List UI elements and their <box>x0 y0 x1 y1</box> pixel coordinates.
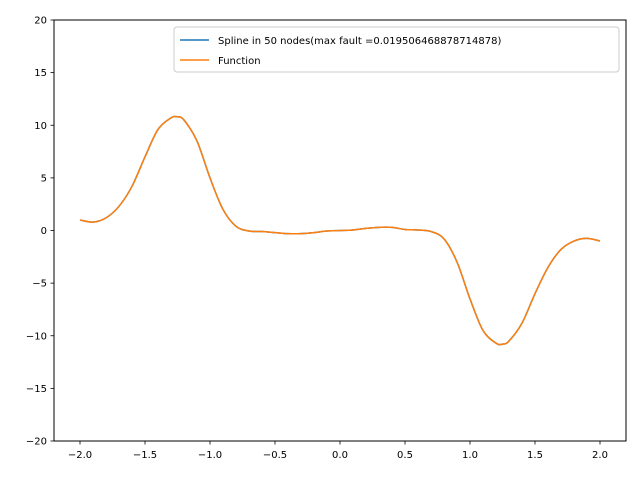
x-tick-label: 2.0 <box>592 450 608 461</box>
legend-box <box>173 26 620 73</box>
x-tick-label: 0.0 <box>332 450 348 461</box>
x-tick-label: 1.0 <box>462 450 478 461</box>
x-axis: −2.0 −1.5 −1.0 −0.5 0.0 0.5 1.0 1.5 2.0 <box>68 441 608 461</box>
y-tick-label: −10 <box>26 331 47 342</box>
x-tick-label: 0.5 <box>397 450 413 461</box>
y-tick-label: −20 <box>26 437 47 448</box>
y-tick-label: 15 <box>34 68 47 79</box>
y-tick-label: 20 <box>34 16 47 27</box>
x-tick-label: −0.5 <box>263 450 287 461</box>
legend-label-spline: Spline in 50 nodes(max fault =0.01950646… <box>218 36 501 47</box>
x-tick-label: −2.0 <box>68 450 92 461</box>
x-tick-label: −1.0 <box>198 450 222 461</box>
x-tick-label: 1.5 <box>527 450 543 461</box>
legend-label-function: Function <box>218 56 261 67</box>
legend: Spline in 50 nodes(max fault =0.01950646… <box>173 26 620 73</box>
y-tick-label: −15 <box>26 384 47 395</box>
y-tick-label: 0 <box>41 226 47 237</box>
plot-lines <box>79 115 601 346</box>
y-tick-label: 5 <box>41 173 47 184</box>
x-tick-label: −1.5 <box>133 450 157 461</box>
y-tick-label: 10 <box>34 121 47 132</box>
y-tick-label: −5 <box>32 279 47 290</box>
y-axis: −20 −15 −10 −5 0 5 10 15 20 <box>26 16 54 448</box>
series-line-function <box>79 115 601 346</box>
